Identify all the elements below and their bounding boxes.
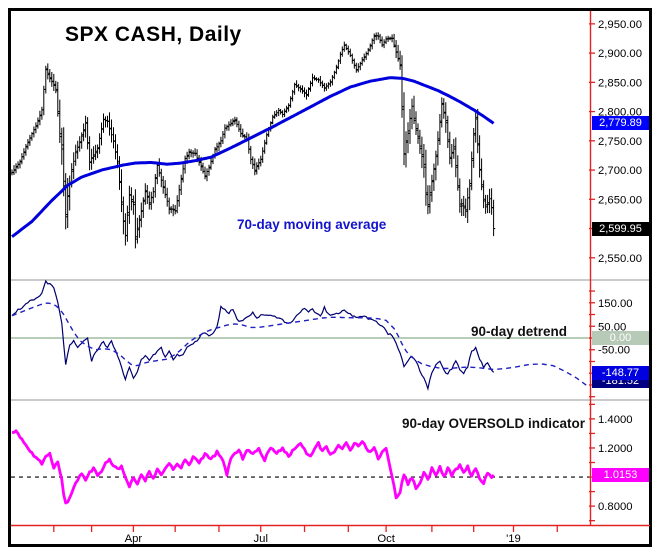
plot-series xyxy=(11,32,590,505)
x-axis-label: Oct xyxy=(377,533,395,545)
y-axis-label: 150.00 xyxy=(598,298,633,310)
chart-title: SPX CASH, Daily xyxy=(65,23,242,46)
axis-value-badge: 1.0153 xyxy=(592,468,649,482)
detrend-line xyxy=(11,279,495,391)
ma-line xyxy=(11,76,495,238)
axis-value-badge: 0.00 xyxy=(592,331,649,345)
y-axis-label: 1.4000 xyxy=(598,414,633,426)
y-axis-label: 2,550.00 xyxy=(598,253,642,265)
detrend-annotation: 90-day detrend xyxy=(471,324,568,339)
y-axis-label: 2,750.00 xyxy=(598,136,642,148)
oversold-annotation: 90-day OVERSOLD indicator xyxy=(402,416,586,431)
y-axis-label: 2,700.00 xyxy=(598,165,642,177)
y-axis-label: 0.8000 xyxy=(598,501,633,513)
y-axis-label: 2,650.00 xyxy=(598,194,642,206)
y-axis-label: 2,850.00 xyxy=(598,77,642,89)
ma-annotation: 70-day moving average xyxy=(237,217,387,232)
detrend-projection-line xyxy=(11,302,590,388)
axis-value-badge: 2,779.89 xyxy=(592,116,649,130)
axis-value-badge: -148.77 xyxy=(592,366,649,380)
y-axis-label: 1.2000 xyxy=(598,443,633,455)
chart-frame xyxy=(8,8,652,547)
y-axis-label: 2,800.00 xyxy=(598,107,642,119)
x-axis-label: Jul xyxy=(254,533,268,545)
y-axis-label: 2,950.00 xyxy=(598,19,642,31)
x-axis-label: '19 xyxy=(506,533,521,545)
oversold-line xyxy=(11,429,495,505)
y-axis-label: -50.00 xyxy=(598,345,630,357)
y-axis-label: 2,900.00 xyxy=(598,48,642,60)
axis-value-badge: 2,599.95 xyxy=(592,222,649,236)
x-axis-label: Apr xyxy=(125,533,143,545)
y-axis-label: 50.00 xyxy=(598,321,626,333)
price-ohlc-bars xyxy=(11,32,496,249)
